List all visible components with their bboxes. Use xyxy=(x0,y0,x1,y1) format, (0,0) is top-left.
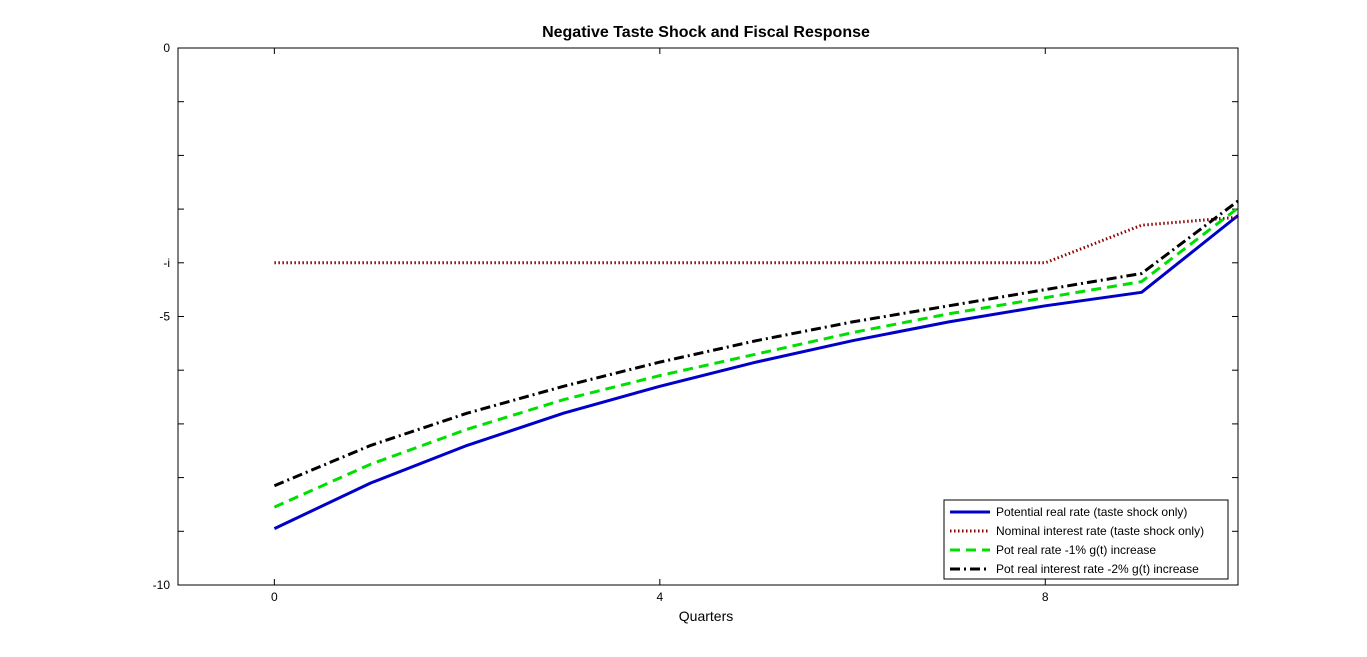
y-tick-label: 0 xyxy=(163,41,170,55)
y-tick-label: -i xyxy=(163,256,170,270)
x-tick-label: 4 xyxy=(656,590,663,604)
legend: Potential real rate (taste shock only) No… xyxy=(943,499,1229,580)
series-line-1 xyxy=(273,214,1239,530)
legend-box xyxy=(943,499,1229,580)
axis-ticks: -10 -5 -i 0 0 4 8 xyxy=(153,41,1238,604)
y-tick-label: -10 xyxy=(153,578,171,592)
series-line-2 xyxy=(274,215,1239,265)
chart-title: Negative Taste Shock and Fiscal Response xyxy=(542,24,870,41)
legend-label-4: Pot real interest rate -2% g(t) increase xyxy=(996,562,1199,576)
legend-label-1: Potential real rate (taste shock only) xyxy=(996,505,1187,519)
legend-label-2: Nominal interest rate (taste shock only) xyxy=(996,524,1204,538)
plot-area xyxy=(177,47,1239,586)
series-lines xyxy=(273,199,1239,530)
x-tick-label: 0 xyxy=(271,590,278,604)
series-line-4 xyxy=(273,199,1239,488)
x-axis-label: Quarters xyxy=(679,608,733,624)
series-line-3 xyxy=(273,206,1239,509)
x-tick-label: 8 xyxy=(1042,590,1049,604)
legend-label-3: Pot real rate -1% g(t) increase xyxy=(996,543,1156,557)
y-tick-label: -5 xyxy=(159,310,170,324)
